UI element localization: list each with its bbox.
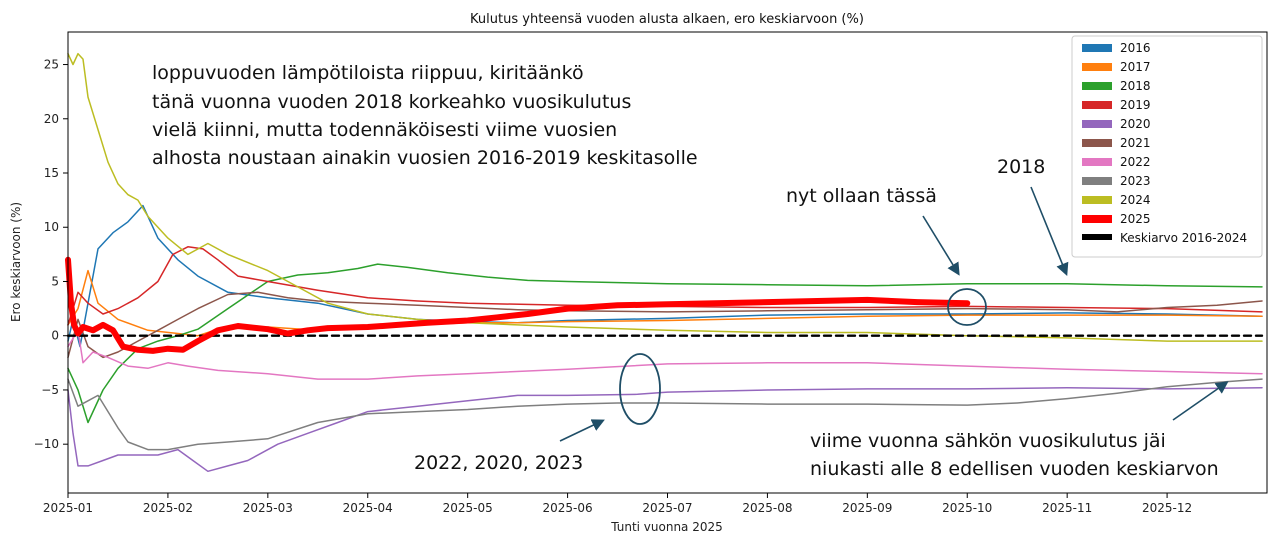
arrow-2018 <box>1030 186 1069 276</box>
x-axis-label: Tunti vuonna 2025 <box>610 520 723 534</box>
ellipse-lower-group <box>619 353 661 425</box>
series-line-2019 <box>67 246 1263 326</box>
x-tick-label: 2025-10 <box>942 501 992 515</box>
legend-swatch <box>1082 139 1112 147</box>
legend-swatch <box>1082 196 1112 204</box>
legend-label: 2022 <box>1120 155 1151 169</box>
y-tick-label: 15 <box>44 166 59 180</box>
legend-label: 2025 <box>1120 212 1151 226</box>
series-line-2016 <box>67 204 1263 348</box>
now-label: nyt ollaan tässä <box>786 185 937 207</box>
top-text-line-2: tänä vuonna vuoden 2018 korkeahko vuosik… <box>152 91 631 113</box>
arrow-bottom-right <box>1172 381 1229 421</box>
x-tick-label: 2025-11 <box>1042 501 1092 515</box>
legend-swatch <box>1082 101 1112 109</box>
series-line-2018 <box>67 263 1263 424</box>
y-tick-label: 10 <box>44 220 59 234</box>
legend-swatch <box>1082 120 1112 128</box>
y-tick-label: 5 <box>51 274 59 288</box>
y-tick-label: 25 <box>44 58 59 72</box>
top-text-block: loppuvuoden lämpötiloista riippuu, kirit… <box>152 62 698 169</box>
x-tick-label: 2025-01 <box>43 501 93 515</box>
legend-label: 2024 <box>1120 193 1151 207</box>
arrow-now <box>922 215 960 276</box>
y-tick-label: −5 <box>41 383 59 397</box>
circle-now <box>947 288 987 326</box>
legend-swatch <box>1082 44 1112 52</box>
series-line-2024 <box>67 52 1263 342</box>
bottom-right-text-line-2: niukasti alle 8 edellisen vuoden keskiar… <box>810 458 1219 480</box>
series-layer <box>65 52 1264 473</box>
y-tick-label: 20 <box>44 112 59 126</box>
series-line-2020 <box>67 387 1263 473</box>
legend-swatch <box>1082 82 1112 90</box>
legend-swatch <box>1082 215 1112 223</box>
x-tick-label: 2025-12 <box>1142 501 1192 515</box>
top-text-line-1: loppuvuoden lämpötiloista riippuu, kirit… <box>152 62 584 84</box>
label-lower-group: 2022, 2020, 2023 <box>414 452 583 474</box>
x-tick-label: 2025-04 <box>343 501 393 515</box>
x-tick-label: 2025-09 <box>842 501 892 515</box>
legend-label: 2017 <box>1120 60 1151 74</box>
top-text-line-3: vielä kiinni, mutta todennäköisesti viim… <box>152 119 617 141</box>
x-tick-label: 2025-05 <box>443 501 493 515</box>
legend-swatch <box>1082 177 1112 185</box>
series-line-2022 <box>67 329 1263 380</box>
legend-swatch <box>1082 158 1112 166</box>
series-line-2025 <box>65 256 971 354</box>
label-2018: 2018 <box>997 156 1045 178</box>
bottom-right-text-line-1: viime vuonna sähkön vuosikulutus jäi <box>810 430 1166 452</box>
legend-label: 2020 <box>1120 117 1151 131</box>
top-text-line-4: alhosta noustaan ainakin vuosien 2016-20… <box>152 147 698 169</box>
x-tick-label: 2025-06 <box>543 501 593 515</box>
legend-label: 2021 <box>1120 136 1151 150</box>
legend-label: 2018 <box>1120 79 1151 93</box>
legend-swatch <box>1082 63 1112 71</box>
legend: 2016 2017 2018 2019 2020 2021 2022 2023 2024 2025… <box>1071 35 1263 258</box>
ticks-layer: 2025-01 2025-02 2025-03 2025-04 2025-05 2025-… <box>34 58 1192 515</box>
legend-label: 2023 <box>1120 174 1151 188</box>
legend-label: Keskiarvo 2016-2024 <box>1120 231 1247 245</box>
x-tick-label: 2025-03 <box>243 501 293 515</box>
arrow-lower-group <box>559 419 605 442</box>
x-tick-label: 2025-07 <box>642 501 692 515</box>
series-line-2023 <box>67 378 1263 451</box>
plot-frame <box>67 31 1268 494</box>
y-axis-label: Ero keskiarvoon (%) <box>9 202 23 322</box>
x-tick-label: 2025-02 <box>143 501 193 515</box>
legend-label: 2016 <box>1120 41 1151 55</box>
legend-swatch <box>1082 234 1112 240</box>
legend-label: 2019 <box>1120 98 1151 112</box>
chart-title: Kulutus yhteensä vuoden alusta alkaen, e… <box>470 12 864 27</box>
y-tick-label: −10 <box>34 437 59 451</box>
y-tick-label: 0 <box>51 329 59 343</box>
x-tick-label: 2025-08 <box>742 501 792 515</box>
legend-box <box>1071 35 1263 258</box>
